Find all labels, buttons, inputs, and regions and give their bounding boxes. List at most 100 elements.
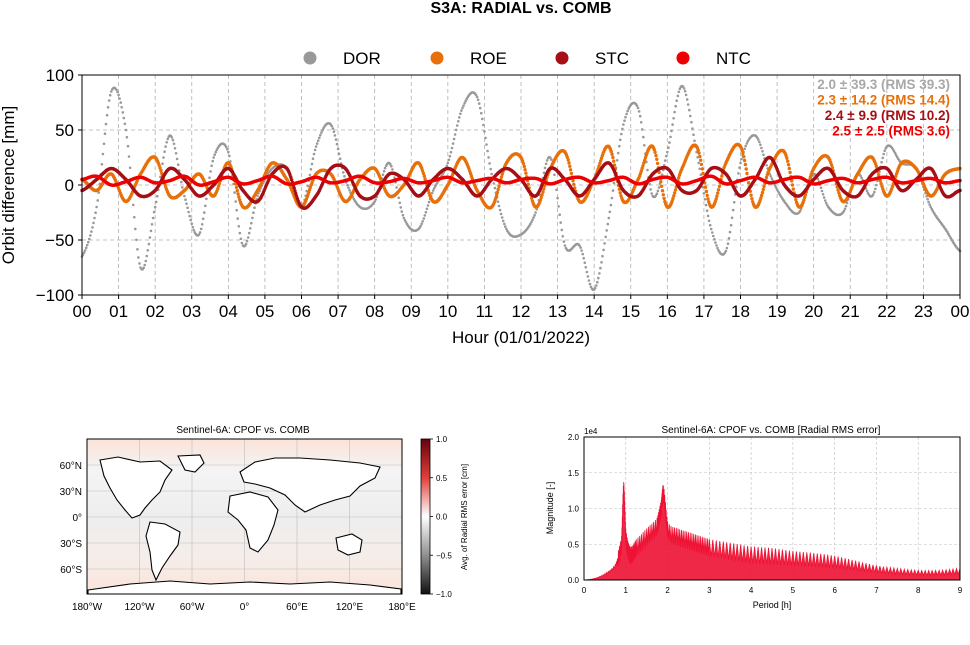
series-dor-point	[190, 222, 194, 226]
series-dor-point	[686, 103, 690, 106]
series-dor-point	[646, 168, 649, 172]
series-dor-point	[685, 98, 689, 101]
series-dor-point	[698, 167, 701, 171]
series-roe-point	[785, 156, 789, 160]
spectrum-x-tick-label: 5	[791, 586, 796, 595]
series-roe-point	[672, 194, 676, 198]
series-dor-point	[201, 217, 205, 221]
series-dor-point	[492, 182, 496, 185]
series-dor-point	[314, 145, 318, 148]
series-dor-point	[683, 89, 687, 93]
series-dor-point	[389, 162, 392, 166]
series-dor-point	[211, 159, 214, 163]
colorbar-tick-label: −1.0	[436, 590, 452, 599]
series-roe-point	[745, 171, 749, 176]
series-roe-point	[699, 158, 703, 162]
series-dor-point	[458, 116, 461, 119]
series-roe-point	[698, 154, 702, 159]
series-roe-point	[524, 171, 528, 175]
series-dor-point	[249, 227, 252, 230]
series-dor-point	[729, 223, 733, 227]
series-dor-point	[488, 162, 491, 165]
map-x-ticks: 180°W 120°W 60°W 0° 60°E 120°E 180°E	[72, 602, 416, 613]
series-dor-point	[173, 147, 177, 150]
series-dor-point	[165, 141, 168, 144]
series-dor-point	[199, 227, 203, 231]
series-dor-point	[615, 159, 619, 162]
series-dor-point	[499, 212, 503, 216]
series-roe-point	[661, 193, 665, 197]
series-roe-point	[159, 168, 163, 173]
series-roe-point	[696, 148, 700, 152]
series-dor-point	[533, 213, 536, 217]
series-dor-point	[589, 285, 593, 289]
series-dor-point	[188, 214, 191, 218]
series-roe-point	[612, 159, 616, 163]
series-dor-point	[557, 205, 560, 208]
series-dor-point	[656, 189, 660, 193]
spectrum-series	[583, 481, 961, 581]
series-dor-point	[88, 237, 91, 241]
series-dor-point	[598, 272, 601, 275]
series-roe-point	[703, 185, 708, 189]
map-y-tick-label: 60°S	[60, 565, 82, 576]
series-dor-point	[682, 87, 686, 90]
series-dor-point	[859, 174, 862, 178]
series-dor-point	[209, 170, 212, 173]
series-dor-point	[134, 227, 137, 231]
series-dor-point	[739, 161, 742, 165]
series-roe-point	[640, 166, 644, 171]
series-dor-point	[90, 230, 93, 233]
series-dor-point	[175, 157, 179, 161]
series-dor-point	[89, 234, 92, 237]
series-roe-point	[529, 196, 534, 200]
series-dor-point	[176, 163, 180, 166]
series-dor-point	[131, 203, 135, 207]
series-dor-point	[316, 139, 320, 142]
series-dor-point	[534, 211, 537, 214]
series-dor-point	[504, 225, 507, 228]
series-roe-point	[655, 157, 659, 161]
stats-stc: 2.4 ± 9.9 (RMS 10.2)	[825, 108, 950, 123]
series-dor-point	[150, 223, 154, 226]
series-dor-point	[465, 97, 468, 101]
series-roe-point	[567, 161, 571, 165]
series-dor-point	[189, 218, 192, 222]
series-roe-point	[566, 158, 570, 162]
series-roe-point	[673, 188, 678, 192]
series-dor-point	[707, 219, 711, 223]
series-dor-point	[395, 186, 398, 189]
series-dor-point	[670, 129, 673, 133]
series-dor-point	[723, 251, 727, 255]
series-dor-point	[348, 189, 351, 192]
series-roe-point	[611, 155, 615, 160]
main-x-tick-label: 05	[255, 302, 274, 321]
main-chart-y-ticks: 100 50 0 −50 −100	[36, 66, 82, 305]
series-dor-point	[596, 280, 599, 284]
spectrum-y-tick-label: 2.0	[568, 433, 580, 442]
series-dor-point	[373, 200, 377, 203]
series-dor-point	[450, 146, 454, 150]
series-roe-point	[759, 193, 764, 198]
spectrum-x-tick-label: 2	[665, 586, 670, 595]
series-dor-point	[626, 109, 629, 113]
series-roe-point	[521, 161, 526, 166]
series-dor-point	[448, 154, 452, 158]
series-dor-point	[716, 246, 719, 250]
series-dor-point	[823, 199, 827, 202]
series-dor-point	[453, 133, 457, 136]
series-dor-point	[579, 246, 582, 249]
main-x-tick-label: 12	[512, 302, 531, 321]
series-dor-point	[669, 135, 672, 139]
series-roe-point	[671, 196, 675, 201]
series-dor-point	[883, 149, 886, 152]
series-dor-point	[674, 104, 677, 108]
main-y-tick-label: −50	[45, 231, 74, 250]
series-roe-point	[495, 190, 500, 195]
main-chart-legend: DOR ROE STC NTC	[303, 49, 751, 68]
series-dor-point	[842, 209, 846, 213]
series-dor-point	[667, 146, 670, 149]
series-dor-point	[715, 244, 718, 247]
series-dor-point	[204, 204, 207, 208]
series-dor-point	[616, 151, 620, 155]
